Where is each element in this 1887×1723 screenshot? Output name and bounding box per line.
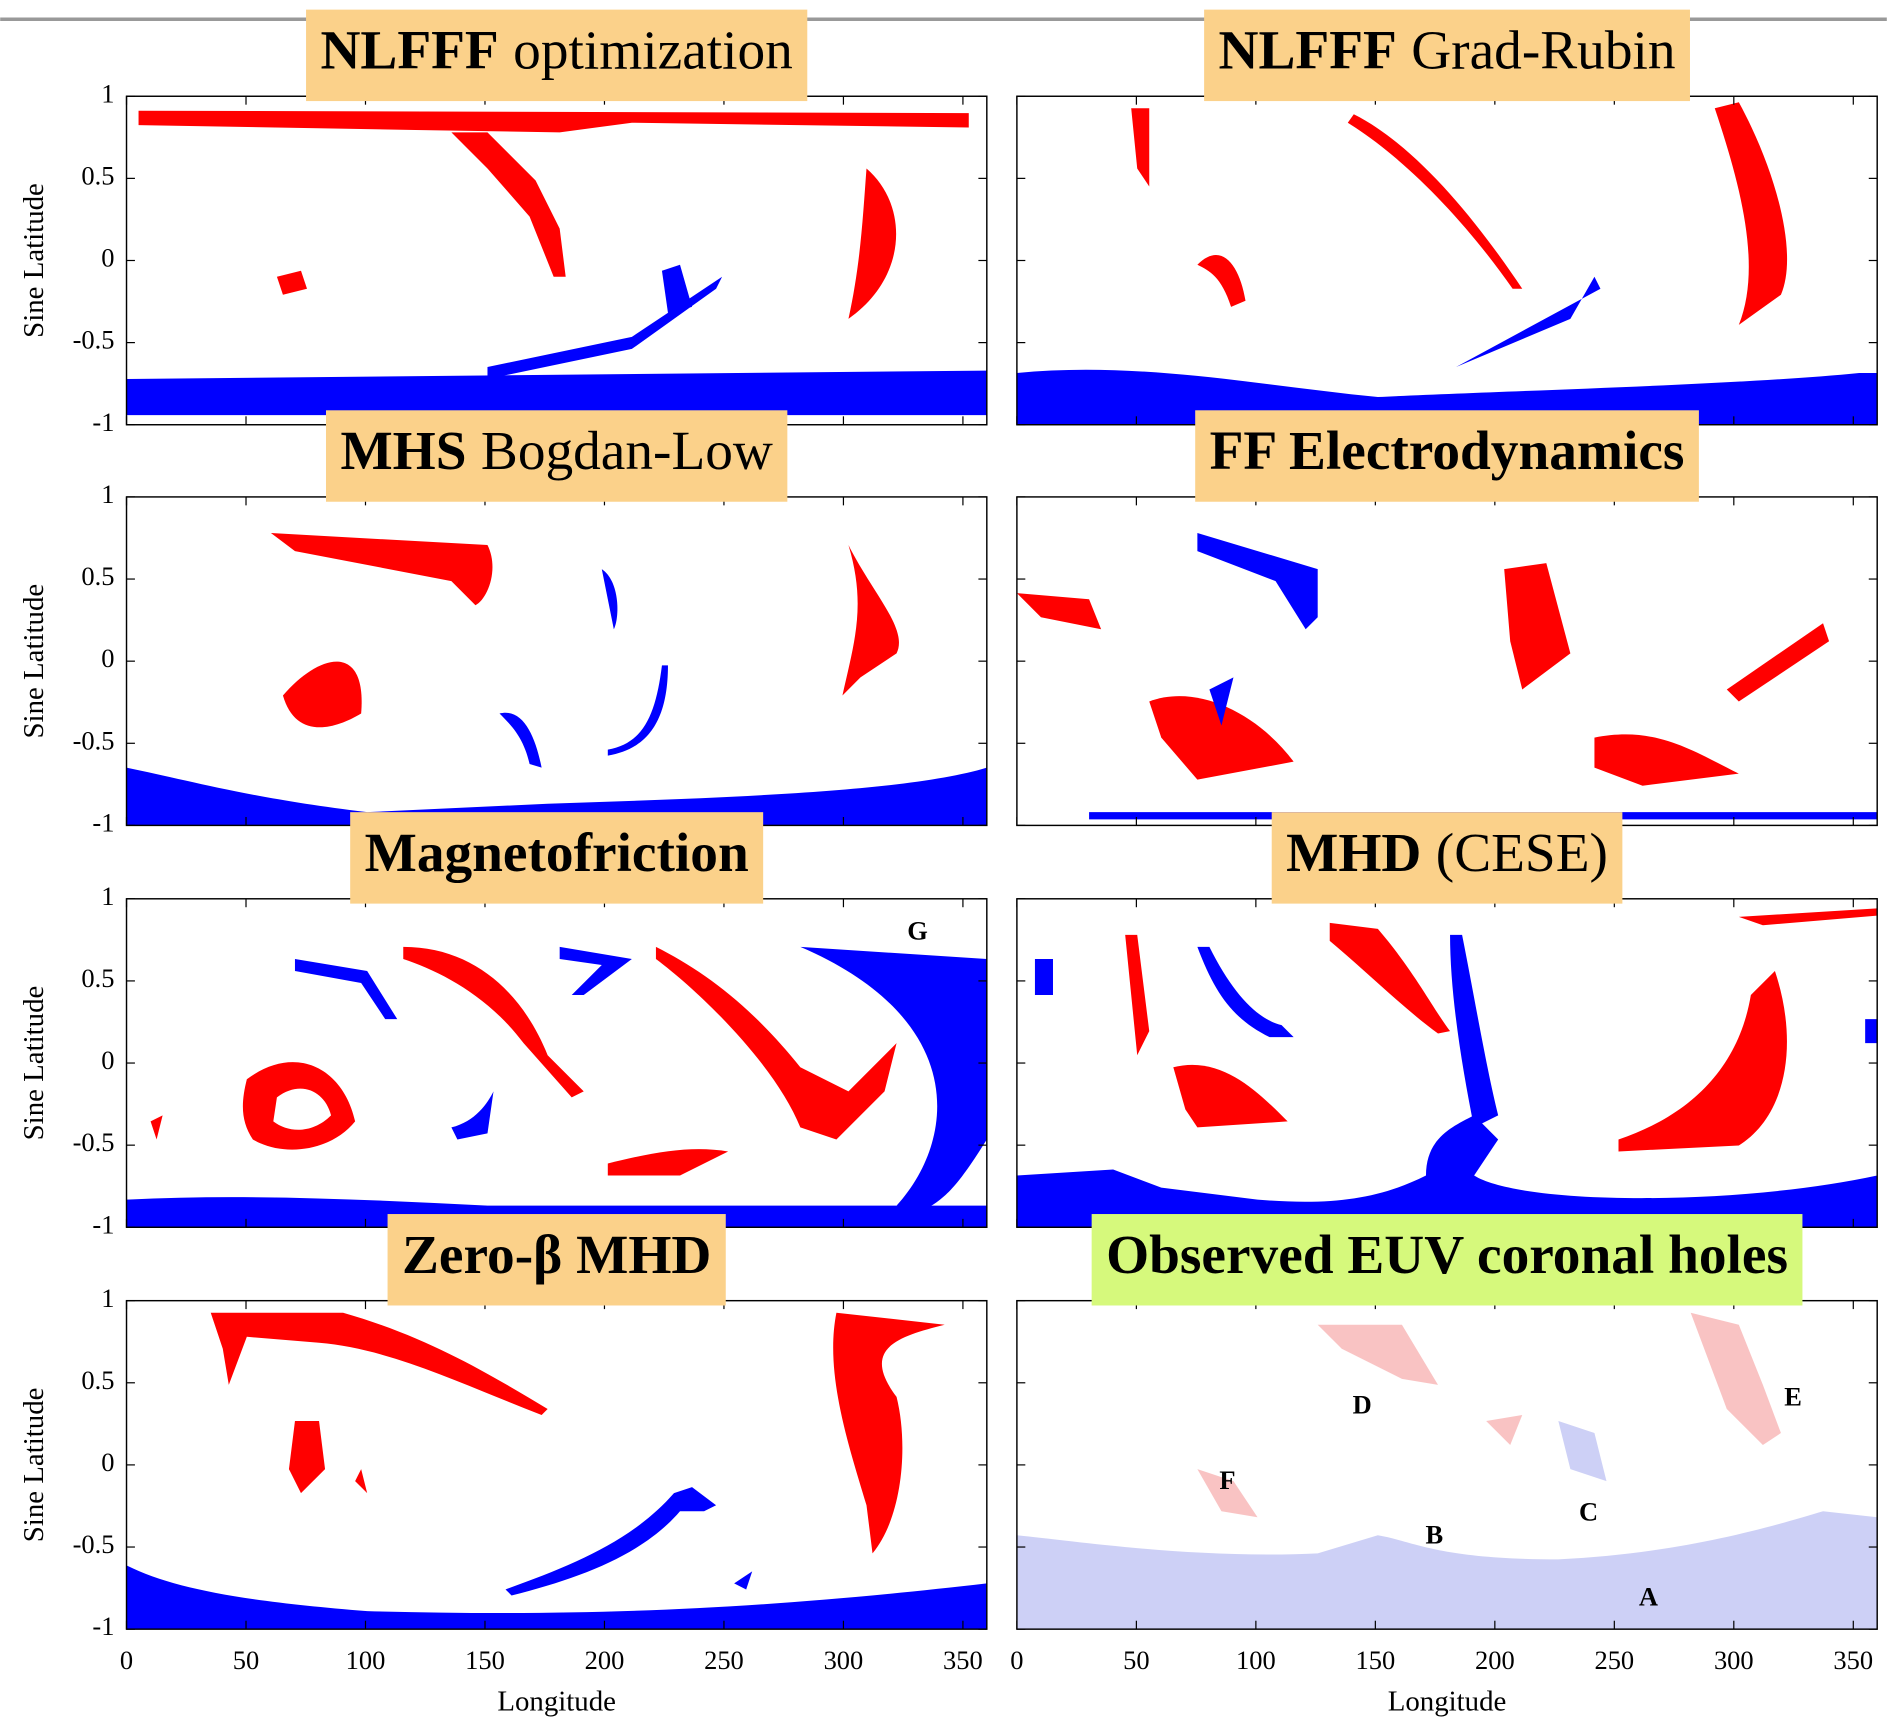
title-part: Magnetofriction: [365, 822, 749, 883]
x-tick-label: 100: [1236, 1645, 1276, 1675]
y-tick-label: 0.5: [81, 160, 114, 190]
panel-title: MHD(CESE): [1286, 822, 1608, 883]
annotation: C: [1579, 1496, 1598, 1526]
plot-frame: [1017, 497, 1877, 825]
title-part: NLFFF: [320, 19, 498, 80]
x-tick-label: 200: [1475, 1645, 1515, 1675]
y-axis-label: Sine Latitude: [18, 183, 50, 338]
field-map: [1017, 1313, 1877, 1629]
field-map: [127, 1313, 987, 1629]
y-tick-label: 0: [101, 1447, 114, 1477]
y-tick-label: 1: [101, 1283, 114, 1313]
y-axis-label: Sine Latitude: [18, 584, 50, 739]
x-tick-label: 50: [1123, 1645, 1149, 1675]
field-map: [127, 947, 987, 1227]
x-tick-label: 150: [1356, 1645, 1396, 1675]
x-tick-label: 0: [1010, 1645, 1023, 1675]
y-tick-label: -0.5: [73, 1127, 115, 1157]
y-tick-label: 1: [101, 479, 114, 509]
y-tick-label: -1: [92, 1209, 114, 1239]
annotation: D: [1353, 1390, 1372, 1420]
x-tick-label: 300: [824, 1645, 864, 1675]
title-part: MHD: [1286, 822, 1421, 883]
y-tick-label: 0: [101, 243, 114, 273]
x-tick-label: 50: [233, 1645, 259, 1675]
y-tick-label: 0.5: [81, 963, 114, 993]
panel-title: Observed EUV coronal holes: [1106, 1223, 1788, 1284]
y-tick-label: -0.5: [73, 325, 115, 355]
annotation: F: [1219, 1465, 1235, 1495]
x-tick-label: 250: [704, 1645, 744, 1675]
x-tick-label: 250: [1594, 1645, 1634, 1675]
x-axis-label: Longitude: [497, 1685, 616, 1717]
annotation: B: [1426, 1519, 1444, 1549]
title-part: NLFFF: [1219, 19, 1397, 80]
title-part: Observed EUV coronal holes: [1106, 1223, 1788, 1284]
field-map: [127, 111, 987, 415]
plot-frame: [127, 899, 987, 1227]
annotation: A: [1639, 1582, 1658, 1612]
annotation: G: [907, 915, 928, 945]
y-tick-label: 0.5: [81, 561, 114, 591]
x-tick-label: 200: [585, 1645, 625, 1675]
annotation: E: [1784, 1381, 1802, 1411]
title-part: Zero-β MHD: [402, 1223, 711, 1284]
y-axis-label: Sine Latitude: [18, 1388, 50, 1543]
title-part: optimization: [513, 19, 793, 80]
y-tick-label: 0: [101, 1045, 114, 1075]
y-tick-label: 0.5: [81, 1365, 114, 1395]
title-part: (CESE): [1436, 822, 1608, 883]
field-map: [127, 533, 987, 825]
field-map: [1017, 908, 1877, 1227]
y-tick-label: -1: [92, 1611, 114, 1641]
x-tick-label: 0: [120, 1645, 133, 1675]
x-tick-label: 350: [1833, 1645, 1873, 1675]
field-map: [1017, 533, 1877, 819]
title-part: Bogdan-Low: [481, 420, 773, 481]
title-part: Grad-Rubin: [1411, 19, 1675, 80]
figure: -1-0.500.51Sine LatitudeNLFFFoptimizatio…: [0, 0, 1887, 1723]
x-tick-label: 300: [1714, 1645, 1754, 1675]
panel-title: Magnetofriction: [365, 822, 749, 883]
y-tick-label: 1: [101, 881, 114, 911]
title-part: MHS: [340, 420, 466, 481]
x-tick-label: 350: [943, 1645, 983, 1675]
panel-title: Zero-β MHD: [402, 1223, 711, 1284]
field-map: [1017, 102, 1877, 424]
y-tick-label: 0: [101, 643, 114, 673]
y-axis-label: Sine Latitude: [18, 986, 50, 1141]
x-tick-label: 150: [465, 1645, 505, 1675]
y-tick-label: -0.5: [73, 725, 115, 755]
panel-title: FF Electrodynamics: [1210, 420, 1685, 481]
x-tick-label: 100: [346, 1645, 386, 1675]
y-tick-label: -1: [92, 807, 114, 837]
y-tick-label: -1: [92, 407, 114, 437]
y-tick-label: 1: [101, 78, 114, 108]
x-axis-label: Longitude: [1388, 1685, 1507, 1717]
title-part: FF Electrodynamics: [1210, 420, 1685, 481]
y-tick-label: -0.5: [73, 1529, 115, 1559]
